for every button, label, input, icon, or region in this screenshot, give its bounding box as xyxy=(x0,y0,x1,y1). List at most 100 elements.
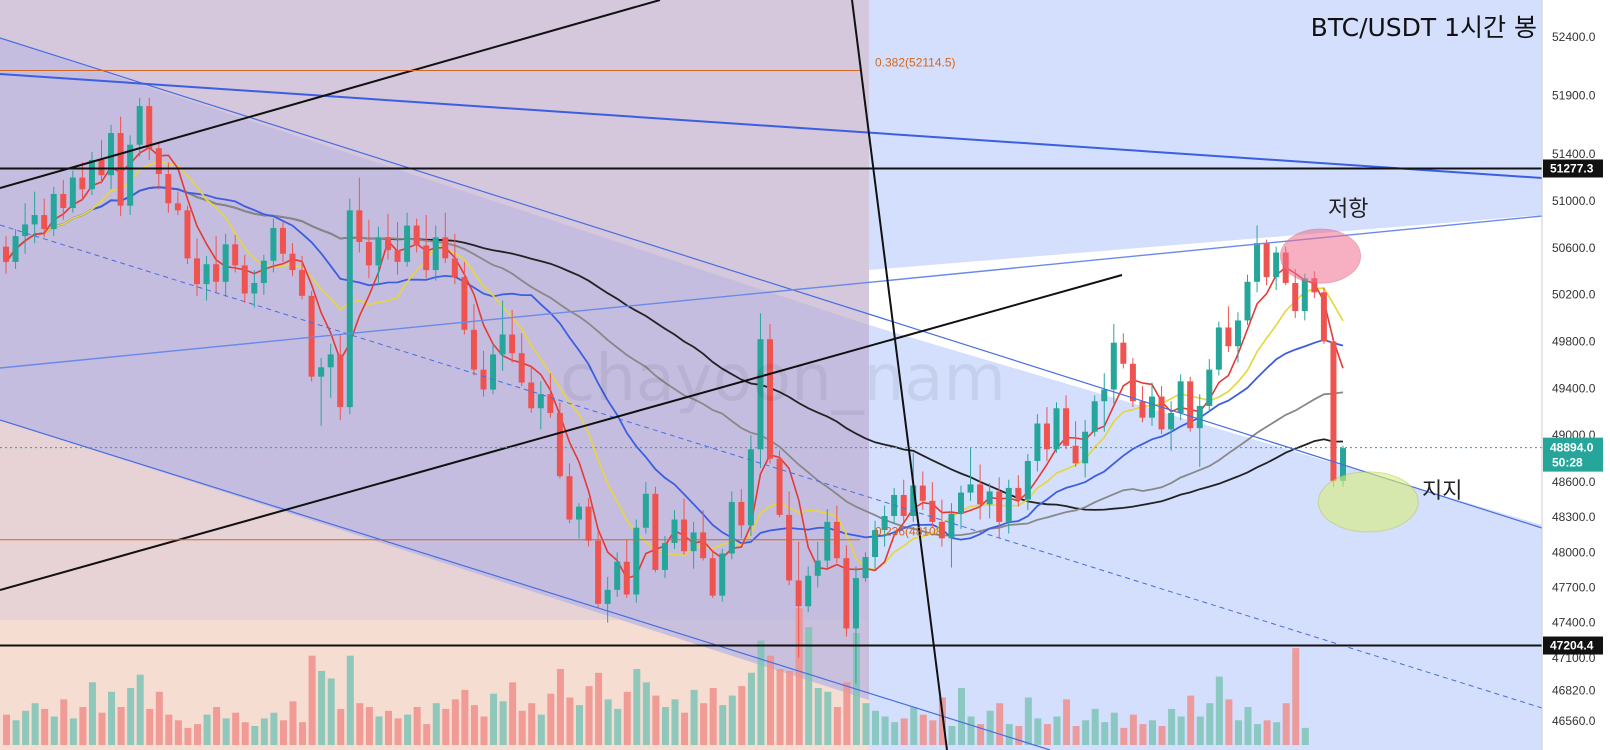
volume-bar xyxy=(556,669,564,745)
volume-bar xyxy=(490,693,498,745)
candle xyxy=(719,548,726,602)
support-annotation: 지지 xyxy=(1422,479,1462,504)
volume-bar xyxy=(385,710,392,745)
candle xyxy=(404,212,411,267)
candle xyxy=(728,491,735,560)
candle xyxy=(490,343,497,395)
candle xyxy=(977,464,984,520)
volume-bar xyxy=(356,703,364,745)
volume-bar xyxy=(1082,720,1090,745)
volume-bar xyxy=(537,714,545,745)
volume-bar xyxy=(1282,703,1290,745)
volume-bar xyxy=(470,705,478,745)
volume-bar xyxy=(776,669,784,745)
volume-bar xyxy=(929,720,937,745)
volume-bar xyxy=(1244,707,1252,745)
y-tick-label: 52400.0 xyxy=(1552,30,1596,44)
candle xyxy=(442,212,449,264)
black-steep-line xyxy=(851,0,948,750)
candle xyxy=(1254,225,1261,293)
fib-label: 0.382(52114.5) xyxy=(875,55,956,69)
last-price-label: 48894.0 xyxy=(1550,441,1594,455)
key-level-label: 51277.3 xyxy=(1550,161,1594,175)
volume-bar xyxy=(528,703,536,745)
volume-bar xyxy=(1024,697,1032,745)
candle xyxy=(958,485,964,529)
volume-bar xyxy=(1187,695,1195,745)
candle xyxy=(509,309,516,363)
volume-bar xyxy=(1206,703,1214,745)
volume-bar xyxy=(365,707,373,745)
candle xyxy=(499,300,506,371)
volume-bar xyxy=(977,724,985,745)
candle xyxy=(690,521,697,569)
volume-bar xyxy=(260,718,268,745)
volume-bar xyxy=(1053,716,1061,745)
candle xyxy=(222,233,229,298)
volume-bar xyxy=(1063,699,1071,745)
volume-bar xyxy=(872,710,880,745)
volume-bar xyxy=(394,718,402,745)
candle xyxy=(556,402,563,479)
candle xyxy=(585,498,592,547)
volume-bar xyxy=(1292,648,1300,745)
chart-title: BTC/USDT 1시간 봉 xyxy=(1311,13,1537,42)
candle xyxy=(938,499,945,547)
volume-bar xyxy=(1072,726,1080,745)
candle xyxy=(967,448,974,501)
candle xyxy=(776,450,783,518)
candle xyxy=(60,179,67,220)
volume-bar xyxy=(747,672,755,745)
volume-bar xyxy=(738,686,746,745)
volume-bar xyxy=(633,669,641,745)
candle xyxy=(356,177,363,253)
volume-bar xyxy=(432,703,440,745)
volume-bar xyxy=(60,699,68,745)
candle xyxy=(260,254,267,295)
volume-bar xyxy=(289,701,297,745)
volume-bar xyxy=(451,699,459,745)
volume-bar xyxy=(241,722,249,745)
volume-bar xyxy=(919,714,927,745)
countdown-label: 50:28 xyxy=(1552,456,1583,470)
volume-bar xyxy=(1015,726,1023,745)
candle xyxy=(929,482,936,528)
volume-bar xyxy=(900,718,908,745)
candle xyxy=(365,219,372,279)
candle xyxy=(814,541,821,588)
volume-bar xyxy=(31,703,39,745)
volume-bar xyxy=(174,720,182,745)
candle xyxy=(251,270,258,308)
volume-bar xyxy=(833,707,841,745)
volume-bar xyxy=(719,705,727,745)
volume-bar xyxy=(165,714,173,745)
volume-bar xyxy=(423,724,431,745)
candle xyxy=(633,519,640,603)
candle xyxy=(232,234,239,273)
candle xyxy=(346,198,353,415)
volume-bar xyxy=(795,608,803,745)
y-tick-label: 51900.0 xyxy=(1552,89,1596,103)
price-axis: 52400.0 51900.0 51400.0 51000.0 50600.0 50200… xyxy=(1541,0,1610,750)
candle xyxy=(824,509,831,569)
volume-bar xyxy=(50,716,58,745)
candle xyxy=(394,222,401,275)
volume-bar xyxy=(299,722,307,745)
candle xyxy=(385,213,391,260)
volume-bar xyxy=(108,691,116,745)
candle xyxy=(12,229,19,269)
black-diag-line-2 xyxy=(0,274,1123,591)
volume-bar xyxy=(1215,676,1223,745)
candle xyxy=(1129,357,1136,408)
candle xyxy=(1024,453,1031,511)
candle xyxy=(299,256,306,300)
volume-bar xyxy=(509,682,517,745)
candle xyxy=(375,226,382,286)
candle xyxy=(767,323,773,464)
candle xyxy=(1043,407,1050,461)
candle xyxy=(279,222,286,262)
volume-bar xyxy=(404,714,412,745)
candle xyxy=(413,218,420,253)
volume-bar xyxy=(986,710,994,745)
candle xyxy=(1091,395,1098,437)
